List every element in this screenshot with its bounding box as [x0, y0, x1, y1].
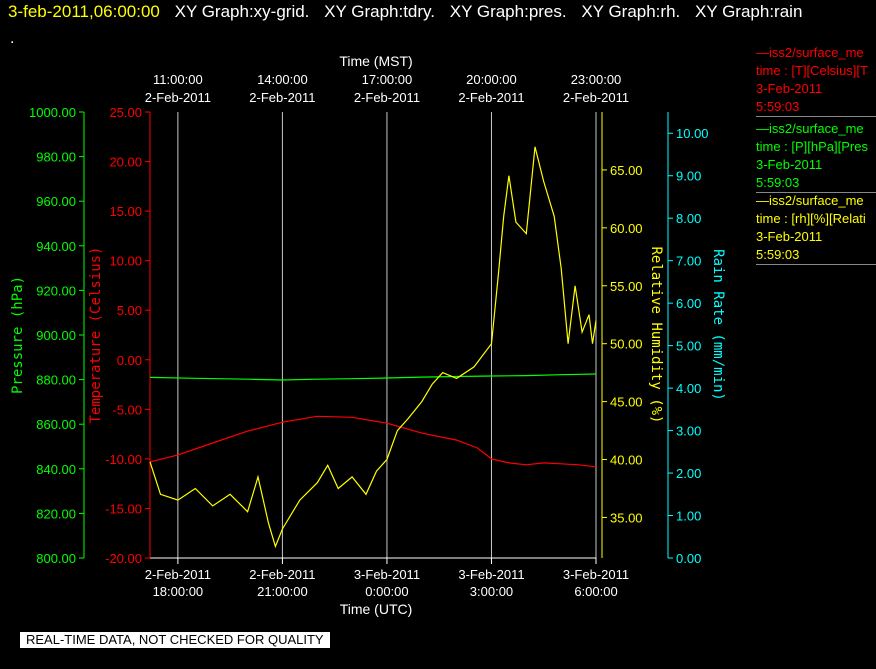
temperature-tick-label: 25.00 — [109, 105, 142, 120]
legend-temperature[interactable]: —iss2/surface_me time : [T][Celsius][T 3… — [756, 44, 876, 117]
pressure-axis-title: Pressure (hPa) — [10, 276, 26, 394]
bottom-tick-label-date: 3-Feb-2011 — [563, 567, 629, 582]
graph-title-tdry[interactable]: XY Graph:tdry. — [324, 2, 436, 21]
graph-title-rh[interactable]: XY Graph:rh. — [581, 2, 681, 21]
temperature-tick-label: 5.00 — [117, 303, 142, 318]
rain-tick-label: 3.00 — [676, 424, 701, 439]
bottom-tick-label-time: 18:00:00 — [153, 584, 204, 599]
pressure-tick-label: 800.00 — [36, 551, 76, 566]
pressure-tick-label: 980.00 — [36, 150, 76, 165]
pressure-tick-label: 960.00 — [36, 194, 76, 209]
graph-header: 3-feb-2011,06:00:00 XY Graph:xy-grid. XY… — [8, 2, 802, 22]
legend-series-variable: time : [T][Celsius][T — [756, 63, 868, 78]
top-tick-label-time: 23:00:00 — [571, 72, 622, 87]
humidity-tick-label: 45.00 — [610, 395, 643, 410]
legend-series-date: 3-Feb-2011 — [756, 229, 823, 244]
legend-humidity[interactable]: —iss2/surface_me time : [rh][%][Relati 3… — [756, 192, 876, 265]
rain-axis-title: Rain Rate (mm/min) — [710, 249, 726, 401]
pressure-tick-label: 920.00 — [36, 283, 76, 298]
legend-pressure[interactable]: —iss2/surface_me time : [P][hPa][Pres 3-… — [756, 120, 876, 193]
bottom-axis-title: Time (UTC) — [340, 601, 413, 617]
top-tick-label-date: 2-Feb-2011 — [145, 90, 211, 105]
pressure-tick-label: 860.00 — [36, 417, 76, 432]
graph-title-xy-grid[interactable]: XY Graph:xy-grid. — [174, 2, 310, 21]
pressure-tick-label: 940.00 — [36, 239, 76, 254]
top-tick-label-date: 2-Feb-2011 — [354, 90, 420, 105]
legend-series-time: 5:59:03 — [756, 175, 800, 190]
pressure-series-line — [149, 373, 597, 381]
temperature-series-line — [149, 415, 597, 468]
graph-title-rain[interactable]: XY Graph:rain — [694, 2, 803, 21]
temperature-tick-label: -10.00 — [105, 452, 142, 467]
top-tick-label-date: 2-Feb-2011 — [458, 90, 524, 105]
top-axis-title: Time (MST) — [339, 53, 412, 69]
bottom-tick-label-date: 3-Feb-2011 — [458, 567, 524, 582]
pressure-tick-label: 880.00 — [36, 373, 76, 388]
bottom-tick-label-date: 2-Feb-2011 — [145, 567, 211, 582]
rain-tick-label: 8.00 — [676, 211, 701, 226]
bottom-tick-label-date: 2-Feb-2011 — [249, 567, 315, 582]
rain-tick-label: 7.00 — [676, 254, 701, 269]
legend-series-variable: time : [rh][%][Relati — [756, 211, 866, 226]
temperature-tick-label: 0.00 — [117, 353, 142, 368]
bottom-tick-label-date: 3-Feb-2011 — [354, 567, 420, 582]
pressure-tick-label: 840.00 — [36, 462, 76, 477]
rain-tick-label: 10.00 — [676, 126, 709, 141]
graph-title-pres[interactable]: XY Graph:pres. — [449, 2, 567, 21]
top-tick-label-time: 17:00:00 — [362, 72, 413, 87]
humidity-series-line — [149, 146, 597, 549]
humidity-tick-label: 35.00 — [610, 510, 643, 525]
legend-series-name: —iss2/surface_me — [756, 121, 864, 136]
temperature-tick-label: 10.00 — [109, 254, 142, 269]
top-tick-label-time: 11:00:00 — [153, 72, 203, 87]
humidity-axis-title: Relative Humidity (%) — [648, 246, 664, 423]
pressure-tick-label: 820.00 — [36, 506, 76, 521]
temperature-tick-label: -15.00 — [105, 501, 142, 516]
rain-tick-label: 5.00 — [676, 339, 701, 354]
rain-tick-label: 1.00 — [676, 509, 701, 524]
legend-series-date: 3-Feb-2011 — [756, 157, 823, 172]
bottom-tick-label-time: 6:00:00 — [574, 584, 617, 599]
bottom-tick-label-time: 3:00:00 — [470, 584, 513, 599]
pressure-tick-label: 1000.00 — [29, 105, 76, 120]
top-tick-label-date: 2-Feb-2011 — [563, 90, 629, 105]
top-tick-label-date: 2-Feb-2011 — [249, 90, 315, 105]
rain-tick-label: 2.00 — [676, 466, 701, 481]
humidity-tick-label: 65.00 — [610, 163, 643, 178]
temperature-tick-label: -5.00 — [112, 402, 142, 417]
legend-series-name: —iss2/surface_me — [756, 45, 864, 60]
humidity-tick-label: 40.00 — [610, 453, 643, 468]
temperature-tick-label: -20.00 — [105, 551, 142, 566]
temperature-axis-title: Temperature (Celsius) — [88, 246, 104, 423]
temperature-tick-label: 15.00 — [109, 204, 142, 219]
legend-series-variable: time : [P][hPa][Pres — [756, 139, 868, 154]
rain-tick-label: 9.00 — [676, 169, 701, 184]
header-datetime: 3-feb-2011,06:00:00 — [8, 2, 160, 21]
bottom-tick-label-time: 21:00:00 — [257, 584, 308, 599]
quality-warning: REAL-TIME DATA, NOT CHECKED FOR QUALITY — [20, 632, 330, 648]
rain-tick-label: 6.00 — [676, 296, 701, 311]
rain-tick-label: 0.00 — [676, 551, 701, 566]
header-dot: . — [10, 30, 15, 47]
legend-series-time: 5:59:03 — [756, 99, 800, 114]
humidity-tick-label: 60.00 — [610, 221, 643, 236]
top-tick-label-time: 20:00:00 — [466, 72, 517, 87]
humidity-tick-label: 50.00 — [610, 337, 643, 352]
legend-series-time: 5:59:03 — [756, 247, 800, 262]
bottom-tick-label-time: 0:00:00 — [365, 584, 408, 599]
legend-series-date: 3-Feb-2011 — [756, 81, 823, 96]
legend-series-name: —iss2/surface_me — [756, 193, 864, 208]
pressure-tick-label: 900.00 — [36, 328, 76, 343]
temperature-tick-label: 20.00 — [109, 155, 142, 170]
humidity-tick-label: 55.00 — [610, 279, 643, 294]
top-tick-label-time: 14:00:00 — [257, 72, 308, 87]
rain-tick-label: 4.00 — [676, 381, 701, 396]
